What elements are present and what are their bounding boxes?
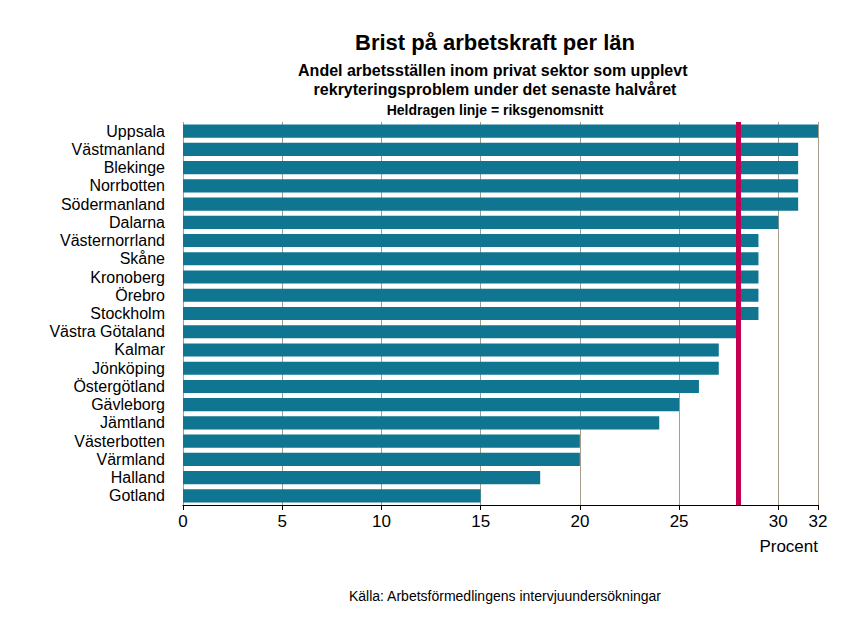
svg-text:Gotland: Gotland (109, 487, 165, 504)
svg-text:Östergötland: Östergötland (73, 378, 165, 395)
svg-text:Andel arbetsställen inom priva: Andel arbetsställen inom privat sektor s… (298, 62, 692, 79)
svg-text:Jönköping: Jönköping (92, 360, 165, 377)
svg-text:Gävleborg: Gävleborg (91, 396, 165, 413)
svg-text:15: 15 (471, 512, 490, 531)
svg-text:Västernorrland: Västernorrland (60, 232, 165, 249)
svg-text:25: 25 (670, 512, 689, 531)
svg-text:Södermanland: Södermanland (61, 196, 165, 213)
svg-text:Västmanland: Västmanland (72, 141, 165, 158)
svg-text:Kalmar: Kalmar (114, 341, 165, 358)
svg-text:0: 0 (178, 512, 187, 531)
svg-text:Västerbotten: Västerbotten (74, 433, 165, 450)
svg-text:30: 30 (769, 512, 788, 531)
svg-text:32: 32 (809, 512, 828, 531)
svg-text:Västra Götaland: Västra Götaland (49, 323, 165, 340)
svg-text:Kronoberg: Kronoberg (90, 269, 165, 286)
svg-text:Skåne: Skåne (120, 250, 165, 267)
svg-text:Blekinge: Blekinge (104, 159, 165, 176)
svg-text:Källa: Arbetsförmedlingens int: Källa: Arbetsförmedlingens intervjuunder… (349, 588, 661, 604)
svg-text:Heldragen linje = riksgenomsni: Heldragen linje = riksgenomsnitt (387, 102, 604, 118)
svg-text:Värmland: Värmland (97, 451, 165, 468)
svg-text:Dalarna: Dalarna (109, 214, 165, 231)
svg-text:Norrbotten: Norrbotten (89, 177, 165, 194)
svg-text:20: 20 (570, 512, 589, 531)
svg-text:Procent: Procent (759, 537, 818, 556)
svg-text:Stockholm: Stockholm (90, 305, 165, 322)
svg-text:Jämtland: Jämtland (100, 414, 165, 431)
svg-text:Brist på arbetskraft per län: Brist på arbetskraft per län (355, 30, 635, 55)
svg-text:10: 10 (372, 512, 391, 531)
svg-text:rekryteringsproblem under det: rekryteringsproblem under det senaste ha… (314, 81, 677, 98)
svg-text:Halland: Halland (111, 469, 165, 486)
svg-text:5: 5 (277, 512, 286, 531)
svg-text:Örebro: Örebro (115, 287, 165, 304)
svg-text:Uppsala: Uppsala (106, 123, 165, 140)
